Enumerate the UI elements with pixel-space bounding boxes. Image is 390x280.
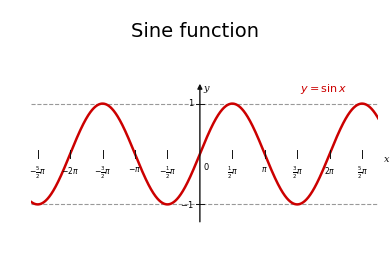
Text: $\frac{3}{2}\pi$: $\frac{3}{2}\pi$	[292, 165, 303, 181]
Text: 0: 0	[204, 163, 209, 172]
Text: $\frac{1}{2}\pi$: $\frac{1}{2}\pi$	[227, 165, 238, 181]
Text: y: y	[204, 85, 209, 94]
Text: $y = \sin x$: $y = \sin x$	[300, 83, 347, 97]
Text: $-\frac{5}{2}\pi$: $-\frac{5}{2}\pi$	[29, 165, 46, 181]
Text: $-\frac{1}{2}\pi$: $-\frac{1}{2}\pi$	[159, 165, 176, 181]
Text: $-1$: $-1$	[180, 199, 193, 210]
Text: $\frac{5}{2}\pi$: $\frac{5}{2}\pi$	[356, 165, 368, 181]
Text: $2\pi$: $2\pi$	[324, 165, 335, 176]
Text: $-\pi$: $-\pi$	[128, 165, 142, 174]
Text: x: x	[384, 155, 390, 164]
Text: $-\frac{3}{2}\pi$: $-\frac{3}{2}\pi$	[94, 165, 111, 181]
Text: 1: 1	[188, 99, 193, 108]
Text: Sine function: Sine function	[131, 22, 259, 41]
Text: $\pi$: $\pi$	[261, 165, 268, 174]
Text: $-2\pi$: $-2\pi$	[61, 165, 79, 176]
